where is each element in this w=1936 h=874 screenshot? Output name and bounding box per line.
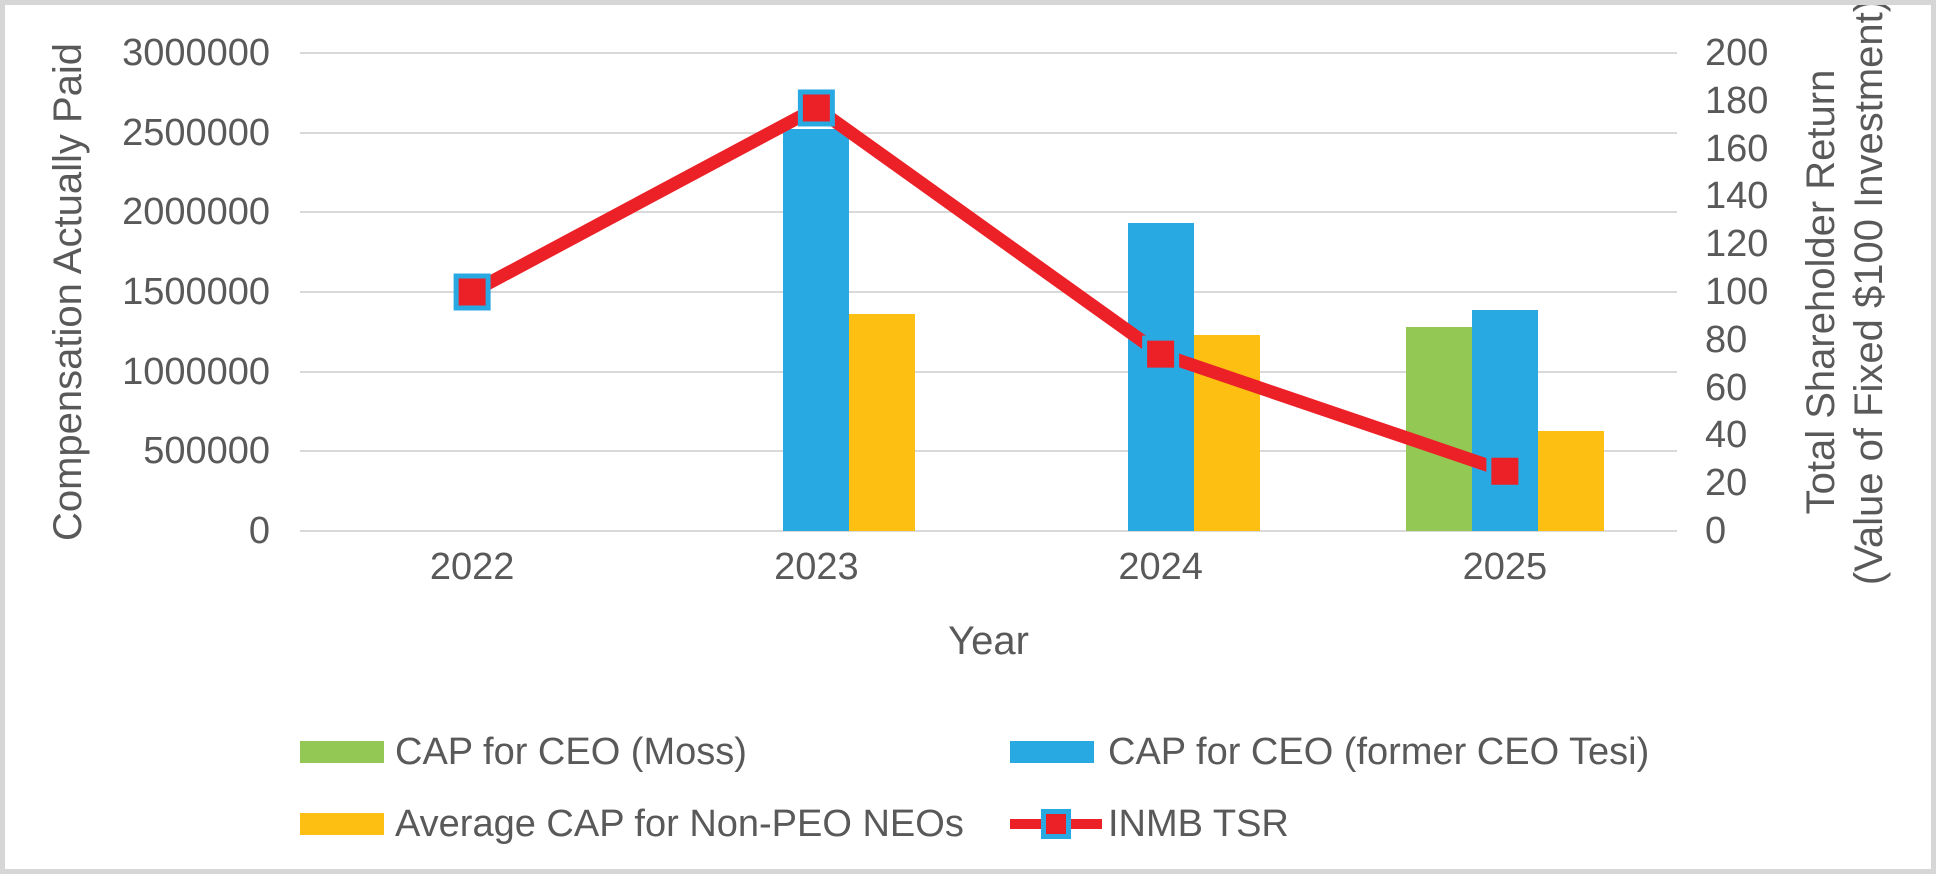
right-axis-tick: 180	[1705, 79, 1769, 122]
x-axis-title: Year	[948, 619, 1029, 663]
legend-line-marker	[1041, 809, 1071, 839]
gridline	[300, 291, 1677, 293]
left-axis-tick: 500000	[143, 430, 270, 473]
right-axis-tick: 200	[1705, 32, 1769, 74]
left-axis-tick: 3000000	[122, 32, 270, 74]
right-axis-tick: 60	[1705, 366, 1748, 409]
right-axis-tick: 20	[1705, 462, 1748, 505]
right-axis-tick: 100	[1705, 271, 1769, 313]
gridline	[300, 52, 1677, 54]
right-axis-tick: 140	[1705, 175, 1769, 218]
tsr-marker	[453, 273, 491, 311]
right-axis-tick: 80	[1705, 318, 1748, 361]
x-axis-label: 2022	[429, 546, 515, 588]
x-axis-label: 2025	[1462, 546, 1548, 588]
legend-swatch-1	[1010, 741, 1094, 763]
left-axis-tick: 2500000	[122, 111, 270, 154]
bar-2025-series1	[1471, 309, 1538, 531]
right-axis-tick: 0	[1705, 510, 1727, 552]
right-axis-tick: 40	[1705, 414, 1748, 457]
x-axis-label: 2023	[774, 546, 859, 588]
bar-2023-series2	[849, 314, 916, 531]
bar-2025-series0	[1405, 327, 1472, 531]
left-axis-tick: 0	[248, 510, 270, 552]
left-axis-tick: 1000000	[122, 350, 270, 393]
tsr-line	[469, 100, 1507, 478]
legend-label-2: Average CAP for Non-PEO NEOs	[395, 803, 964, 845]
gridline	[300, 131, 1677, 134]
tsr-marker	[1142, 335, 1180, 373]
left-axis-tick: 2000000	[122, 191, 270, 234]
gridline	[300, 370, 1677, 373]
right-axis-tick: 120	[1705, 223, 1769, 266]
bar-2024-series1	[1127, 223, 1194, 531]
legend-swatch-0	[300, 741, 384, 763]
legend-swatch-2	[300, 813, 384, 835]
bar-2023-series1	[783, 129, 850, 531]
plot-area	[300, 52, 1677, 532]
tsr-line-svg	[453, 89, 1524, 490]
tsr-marker	[1486, 452, 1524, 490]
x-axis-label: 2024	[1118, 546, 1203, 588]
bar-2025-series2	[1537, 430, 1604, 531]
gridline	[300, 211, 1677, 214]
right-axis-tick: 160	[1705, 127, 1769, 170]
legend-label-3: INMB TSR	[1108, 803, 1289, 845]
left-axis-tick: 1500000	[122, 271, 270, 313]
gridline	[300, 450, 1677, 453]
gridline	[300, 530, 1677, 532]
legend-label-1: CAP for CEO (former CEO Tesi)	[1108, 731, 1650, 773]
tsr-marker	[797, 89, 835, 127]
legend-label-0: CAP for CEO (Moss)	[395, 731, 747, 773]
